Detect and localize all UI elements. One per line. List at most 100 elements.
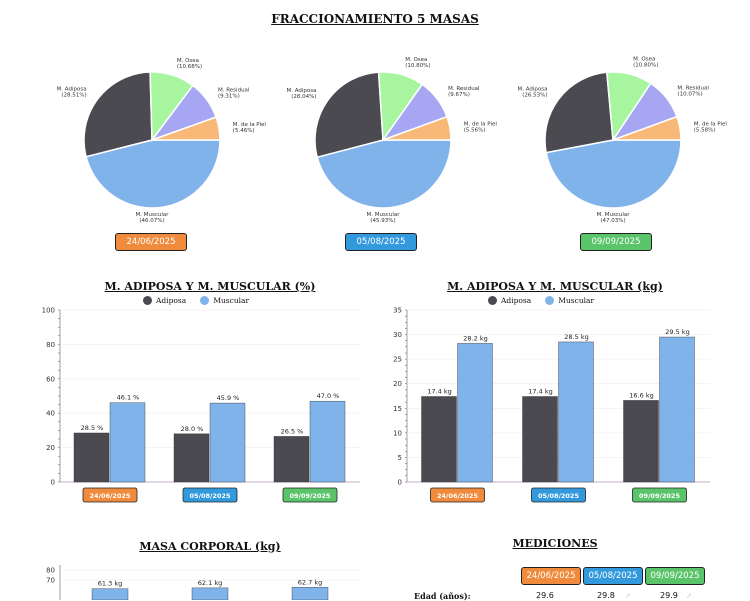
bar-muscular: [209, 402, 246, 483]
masa-corporal-title: MASA CORPORAL (kg): [139, 540, 281, 553]
y-tick-label: 70: [46, 577, 55, 585]
edad-label: Edad (años):: [414, 591, 471, 601]
legend-muscular-dot: [545, 296, 555, 305]
pie-slice-name: M. Muscular: [135, 212, 169, 218]
legend-muscular-label: Muscular: [558, 296, 595, 305]
x-tick-label: 05/08/2025: [538, 492, 579, 500]
pie-slice-name: M. Residual: [448, 86, 480, 92]
pie-slice-percent: (9.67%): [448, 92, 470, 98]
bar-adiposa: [73, 432, 110, 483]
pie-slice: [545, 139, 682, 209]
pie-slice: [314, 71, 384, 159]
bar-adiposa: [522, 396, 558, 483]
pie-charts-area: M. Muscular(46.07%)M. Adiposa(28.51%)M. …: [57, 57, 728, 224]
bar-value-label: 16.6 kg: [629, 391, 653, 399]
mediciones-title: MEDICIONES: [512, 537, 598, 550]
y-tick-label: 15: [393, 405, 402, 413]
x-category-badge: [531, 487, 586, 503]
pie-date-badge-3: 09/09/2025: [580, 233, 652, 251]
pie-slice-percent: (10.80%): [405, 63, 430, 69]
y-tick-label: 20: [46, 444, 55, 452]
pie-slice-name: M. Adiposa: [286, 88, 316, 94]
bar-muscular: [309, 400, 346, 483]
pie-slice-percent: (10.07%): [677, 91, 702, 97]
pie-slice-percent: (45.93%): [370, 218, 395, 224]
pie-slice-name: M. Adiposa: [518, 87, 548, 93]
x-category-badge: [282, 487, 338, 503]
y-tick-label: 0: [51, 479, 55, 487]
legend-adiposa-dot: [488, 296, 497, 305]
masa-corporal-chart: 70 80 61.3 kg 62.1 kg 62.7 kg: [46, 565, 360, 600]
bar-muscular: [109, 402, 146, 483]
bar-value-label: 17.4 kg: [528, 387, 552, 395]
bar-masa-corporal: [291, 587, 329, 600]
mediciones-date-1: 24/06/2025: [521, 567, 581, 585]
pie-slice-percent: (46.07%): [139, 218, 164, 224]
bar-value-label: 28.2 kg: [463, 334, 487, 342]
bar-value-label: 28.5 %: [81, 424, 104, 432]
bar-pct-legend: Adiposa Muscular: [143, 296, 249, 305]
pie-slice-name: M. Osea: [405, 57, 427, 63]
bar-adiposa: [623, 400, 659, 483]
bar-pct-chart: 0 20 40 60 80 100 28.5 % 46.1 % 24/06/2025 28.0 %…: [42, 307, 360, 503]
y-tick-label: 0: [398, 479, 402, 487]
x-category-badge: [632, 487, 687, 503]
bar-kg-legend: Adiposa Muscular: [488, 296, 594, 305]
page-title: FRACCIONAMIENTO 5 MASAS: [271, 12, 479, 26]
bar-value-label: 28.0 %: [181, 425, 204, 433]
bar-value-label: 62.1 kg: [198, 579, 222, 587]
legend-adiposa-label: Adiposa: [501, 296, 532, 305]
pie-slice: [612, 115, 682, 141]
x-category-badge: [82, 487, 138, 503]
x-tick-label: 05/08/2025: [190, 492, 231, 500]
pie-slice-name: M. Muscular: [596, 212, 630, 218]
pie-slice: [316, 139, 452, 209]
pie-slice: [544, 71, 614, 154]
pie-slice-name: M. Muscular: [366, 212, 400, 218]
pie-slice-percent: (28.51%): [61, 93, 86, 99]
y-tick-label: 30: [393, 331, 402, 339]
pie-slice-percent: (28.04%): [291, 94, 316, 100]
pie-slice: [83, 71, 153, 158]
bar-muscular: [659, 336, 695, 483]
x-tick-label: 24/06/2025: [437, 492, 478, 500]
legend-adiposa-dot: [143, 296, 152, 305]
bar-value-label: 28.5 kg: [564, 333, 588, 341]
x-category-badge: [182, 487, 238, 503]
bar-masa-corporal: [191, 587, 229, 600]
bar-masa-corporal: [91, 588, 129, 600]
mediciones-date-2: 05/08/2025: [583, 567, 643, 585]
bar-value-label: 46.1 %: [117, 394, 140, 402]
y-tick-label: 35: [393, 307, 402, 315]
pie-slice: [151, 116, 221, 141]
bar-adiposa: [273, 436, 310, 483]
pie-slice-percent: (10.68%): [177, 64, 202, 70]
pie-slice-name: M. de la Piel: [464, 122, 498, 128]
pie-slice-percent: (47.03%): [600, 218, 625, 224]
y-tick-label: 5: [398, 454, 402, 462]
pie-slice-name: M. Osea: [177, 58, 199, 64]
y-tick-label: 25: [393, 356, 402, 364]
bar-value-label: 62.7 kg: [298, 578, 322, 586]
edad-value-1: 29.6: [536, 591, 554, 600]
legend-adiposa-label: Adiposa: [156, 296, 187, 305]
bar-value-label: 47.0 %: [317, 392, 340, 400]
pie-date-badge-2: 05/08/2025: [345, 233, 417, 251]
bar-value-label: 17.4 kg: [427, 387, 451, 395]
y-tick-label: 60: [46, 375, 55, 383]
pie-slice-name: M. Residual: [677, 85, 709, 91]
trend-arrow-icon: ↗: [686, 592, 692, 600]
y-tick-label: 40: [46, 410, 55, 418]
pie-slice-name: M. Adiposa: [57, 87, 87, 93]
y-tick-label: 80: [46, 567, 55, 575]
trend-arrow-icon: ↗: [625, 592, 631, 600]
legend-muscular-label: Muscular: [213, 296, 250, 305]
pie-slice-percent: (5.58%): [694, 128, 716, 134]
bar-adiposa: [173, 433, 210, 483]
x-category-badge: [430, 487, 485, 503]
y-tick-label: 20: [393, 380, 402, 388]
y-tick-label: 10: [393, 429, 402, 437]
pie-slice-name: M. de la Piel: [694, 122, 728, 128]
bar-kg-chart: 0 5 10 15 20 25 30 35 17.4 kg 28.2 kg 24/06/2025 17…: [393, 307, 710, 503]
legend-muscular-dot: [200, 296, 210, 305]
